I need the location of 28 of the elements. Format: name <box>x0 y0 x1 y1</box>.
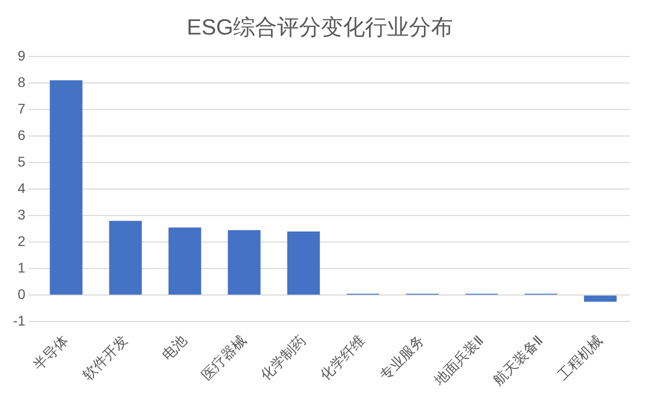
y-tick-label: 6 <box>18 126 26 143</box>
bar <box>168 227 202 295</box>
y-tick-label: 2 <box>18 232 26 249</box>
x-tick-label: 电池 <box>158 332 190 364</box>
x-tick-label: 软件开发 <box>79 332 130 384</box>
chart-title: ESG综合评分变化行业分布 <box>186 14 454 40</box>
y-tick-label: 4 <box>18 180 26 196</box>
y-tick-label: 1 <box>18 259 26 276</box>
x-tick-label: 半导体 <box>30 332 71 374</box>
x-tick-label: 地面兵装Ⅱ <box>430 332 486 389</box>
x-tick-label: 医疗器械 <box>198 332 250 384</box>
y-tick-label: -1 <box>12 312 26 329</box>
bar <box>584 296 617 302</box>
bar <box>228 230 261 295</box>
y-tick-label: 3 <box>18 206 26 222</box>
x-tick-label: 化学制药 <box>257 332 308 384</box>
bar <box>287 231 320 295</box>
y-tick-label: 0 <box>18 286 26 302</box>
x-tick-label: 化学纤维 <box>316 332 368 384</box>
y-tick-label: 8 <box>18 74 26 90</box>
x-tick-label: 专业服务 <box>376 332 428 384</box>
bar <box>109 220 142 295</box>
y-tick-label: 9 <box>18 47 26 64</box>
x-tick-label: 工程机械 <box>554 332 606 384</box>
bar <box>50 80 82 295</box>
y-tick-label: 7 <box>18 100 26 116</box>
y-tick-label: 5 <box>18 153 26 170</box>
x-tick-label: 航天装备Ⅱ <box>490 332 546 388</box>
